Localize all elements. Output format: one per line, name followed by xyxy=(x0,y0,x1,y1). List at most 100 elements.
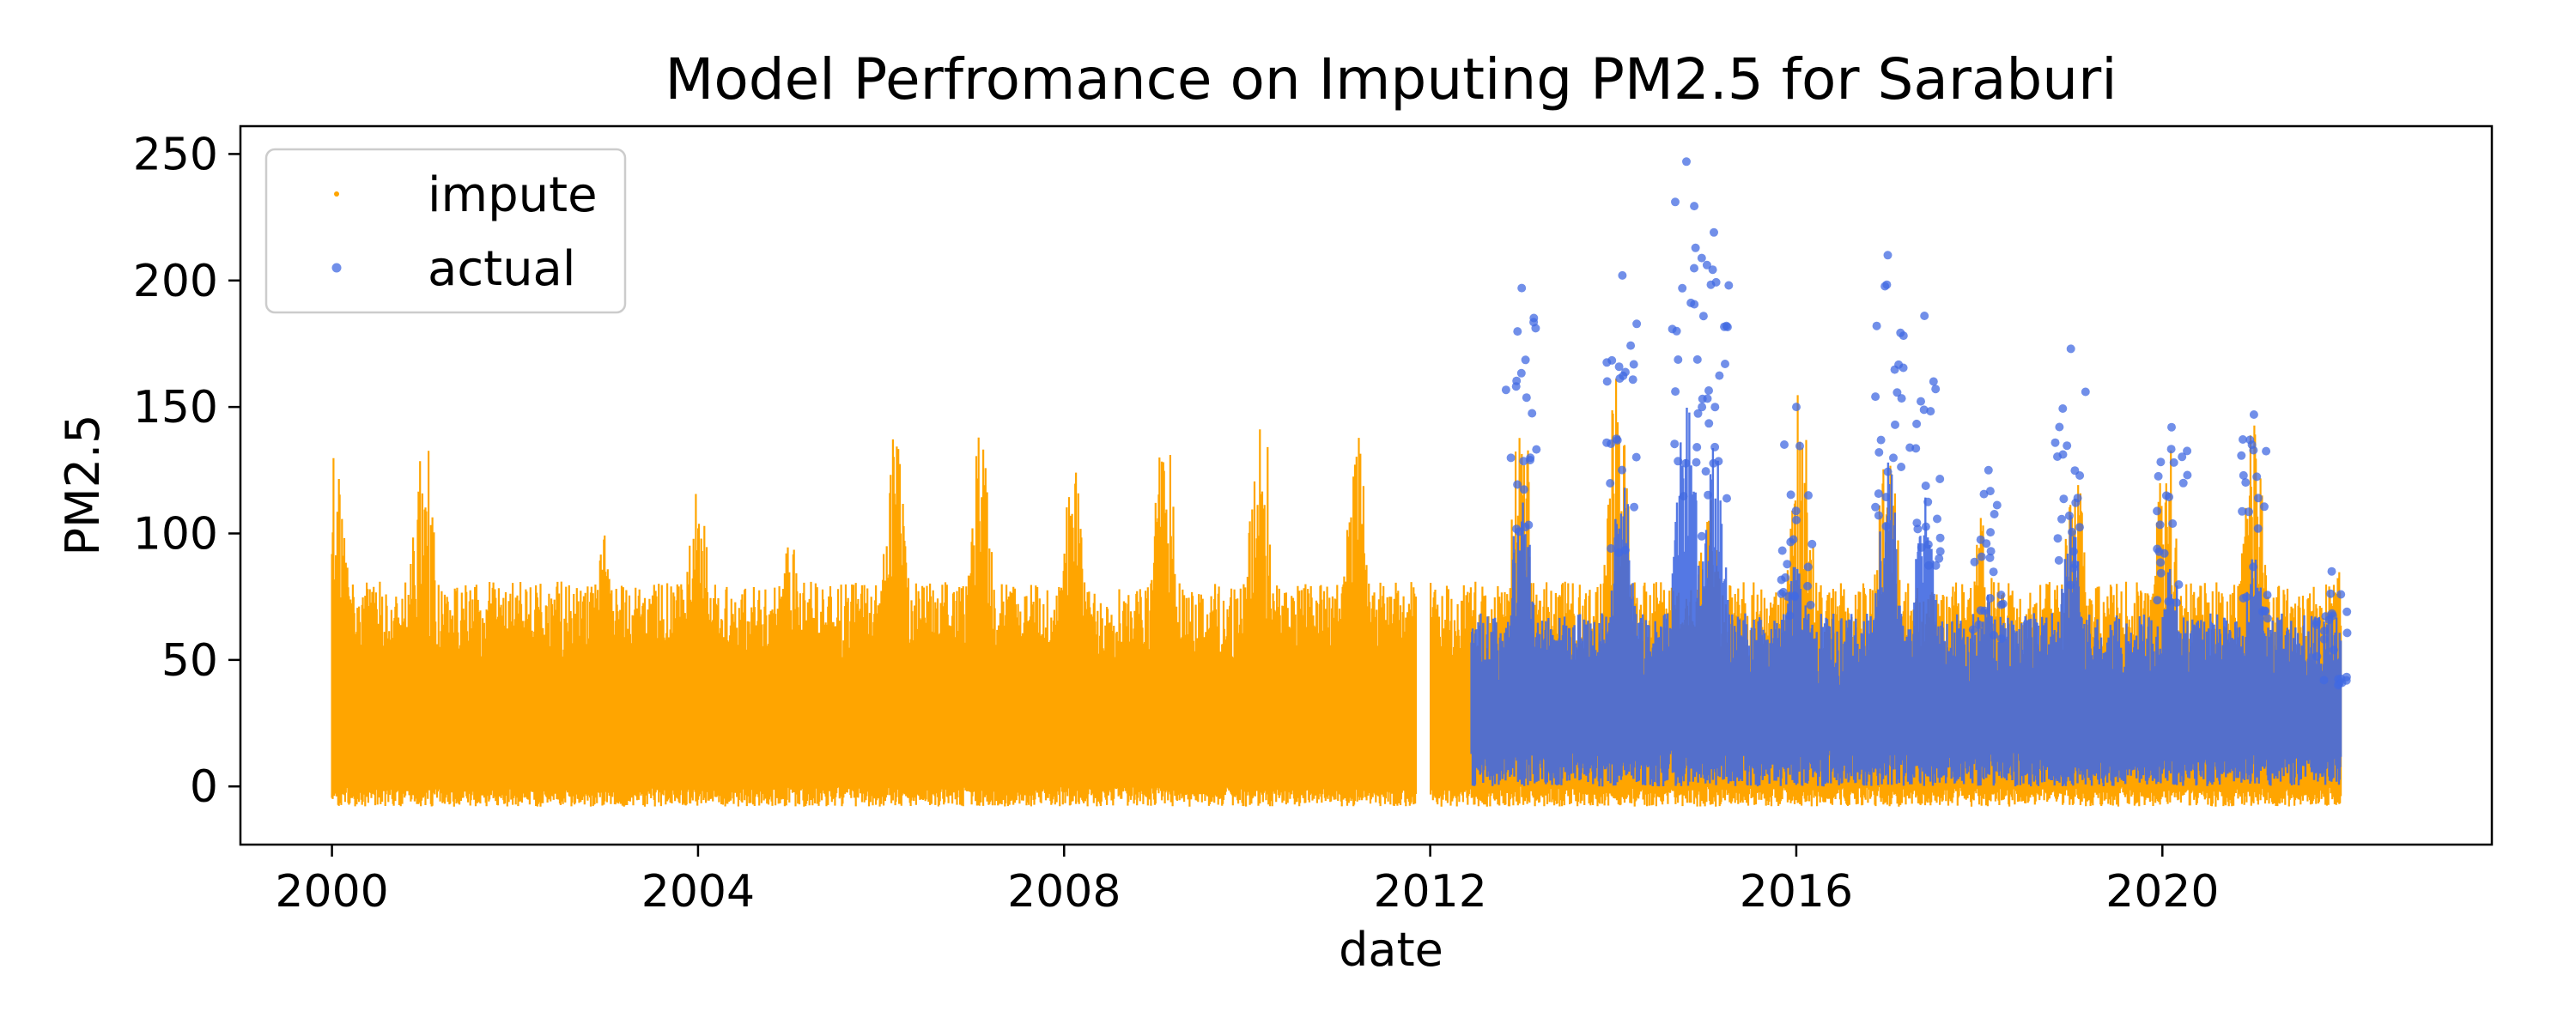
actual-point xyxy=(1897,394,1906,403)
actual-point xyxy=(1628,375,1637,385)
actual-point xyxy=(1913,524,1923,534)
actual-point xyxy=(1607,439,1616,448)
actual-point xyxy=(1896,328,1905,337)
actual-point xyxy=(1931,385,1941,394)
actual-point xyxy=(1681,458,1691,468)
x-tick-label: 2004 xyxy=(641,866,755,918)
actual-point xyxy=(2319,627,2329,636)
actual-point xyxy=(1935,475,1945,483)
actual-point xyxy=(1620,545,1630,554)
actual-point xyxy=(1631,452,1641,462)
actual-point xyxy=(2319,634,2329,644)
actual-point xyxy=(2174,580,2184,589)
actual-point xyxy=(2183,470,2192,480)
actual-point xyxy=(2075,471,2085,480)
actual-point xyxy=(2337,678,2347,688)
actual-point xyxy=(2342,628,2352,638)
actual-point xyxy=(1614,548,1624,557)
actual-point xyxy=(1974,620,1984,629)
x-axis: 2000 2004 2008 2012 2016 2020 xyxy=(275,845,2219,918)
actual-point xyxy=(1690,264,1698,273)
actual-point xyxy=(1710,403,1720,412)
actual-point xyxy=(1980,606,1990,615)
actual-point xyxy=(1874,489,1883,499)
actual-point xyxy=(1968,625,1978,634)
y-tick-label: 150 xyxy=(133,382,218,433)
actual-point xyxy=(1692,354,1702,364)
actual-point xyxy=(1893,388,1902,397)
actual-point xyxy=(1690,300,1699,309)
legend-box xyxy=(264,148,627,314)
actual-point xyxy=(2312,651,2322,661)
actual-point xyxy=(1986,547,1996,556)
actual-point xyxy=(2168,519,2178,528)
actual-point xyxy=(1926,407,1935,416)
actual-point xyxy=(1704,490,1713,500)
x-axis-label: date xyxy=(1339,923,1443,977)
actual-point xyxy=(1521,355,1530,365)
actual-point xyxy=(2183,446,2192,456)
actual-point xyxy=(1883,467,1893,476)
actual-point xyxy=(1513,480,1522,489)
actual-point xyxy=(2154,471,2163,481)
actual-point xyxy=(1671,387,1680,397)
actual-point xyxy=(1714,457,1723,466)
actual-point xyxy=(1872,321,1881,330)
actual-point xyxy=(1521,523,1530,531)
actual-point xyxy=(1722,321,1731,330)
actual-point xyxy=(1935,554,1944,563)
actual-peak-point xyxy=(1618,270,1627,280)
actual-point xyxy=(2241,478,2251,488)
actual-point xyxy=(1626,341,1636,350)
actual-point xyxy=(1724,281,1734,290)
actual-point xyxy=(1881,522,1891,530)
actual-point xyxy=(2156,558,2166,567)
actual-point xyxy=(2262,446,2271,456)
plot-area xyxy=(239,124,2494,846)
actual-point xyxy=(1691,243,1700,252)
actual-point xyxy=(1921,482,1930,490)
actual-point xyxy=(1708,265,1717,275)
actual-point xyxy=(1522,393,1531,403)
actual-point xyxy=(1672,326,1681,336)
actual-point xyxy=(1532,445,1541,454)
actual-point xyxy=(1970,557,1979,566)
actual-point xyxy=(2166,445,2176,454)
actual-point xyxy=(1526,453,1535,463)
actual-point xyxy=(1693,409,1703,418)
actual-point xyxy=(1989,567,1998,577)
actual-point xyxy=(2075,523,2084,532)
actual-point xyxy=(2252,472,2262,482)
actual-point xyxy=(2069,563,2078,573)
actual-point xyxy=(1786,537,1795,547)
actual-point xyxy=(1674,355,1683,364)
actual-point xyxy=(2329,645,2338,655)
actual-point xyxy=(2153,506,2162,516)
actual-point xyxy=(1783,560,1792,569)
actual-point xyxy=(2253,494,2263,503)
actual-peak-point xyxy=(2249,410,2258,419)
actual-point xyxy=(2053,534,2063,543)
actual-point xyxy=(2054,555,2063,565)
actual-point xyxy=(2069,547,2078,556)
actual-point xyxy=(1704,386,1713,395)
actual-point xyxy=(1804,491,1813,500)
actual-point xyxy=(2263,591,2272,600)
actual-peak-point xyxy=(1984,465,1993,475)
actual-peak-point xyxy=(1920,312,1929,320)
actual-point xyxy=(1722,494,1731,503)
actual-point xyxy=(2057,514,2066,524)
x-tick-label: 2000 xyxy=(275,866,388,918)
y-tick-label: 100 xyxy=(133,508,218,560)
y-axis: 0 50 100 150 200 250 xyxy=(133,129,240,813)
actual-point xyxy=(1702,260,1711,270)
actual-point xyxy=(1803,581,1812,591)
actual-point xyxy=(2336,590,2346,599)
actual-point xyxy=(1529,318,1539,327)
actual-point xyxy=(1632,319,1642,329)
x-tick-label: 2008 xyxy=(1007,866,1121,918)
x-tick-label: 2020 xyxy=(2105,866,2219,918)
actual-point xyxy=(1698,312,1708,321)
actual-point xyxy=(1935,547,1945,556)
actual-point xyxy=(1921,522,1930,531)
